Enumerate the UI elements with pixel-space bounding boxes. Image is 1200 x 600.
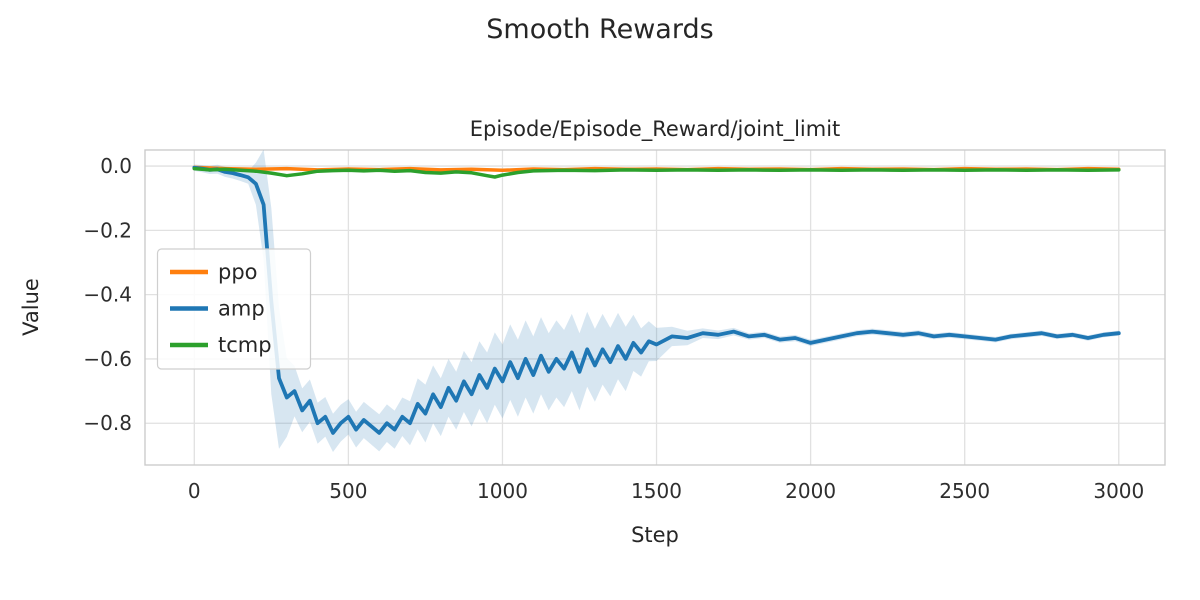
grid-layer [144, 149, 1166, 466]
y-tick-label: −0.8 [83, 411, 132, 435]
x-tick-label: 2500 [939, 479, 990, 503]
x-tick-label: 3000 [1093, 479, 1144, 503]
y-tick-label: −0.4 [83, 283, 132, 307]
confidence-band-layer [194, 150, 1119, 452]
legend: ppo amp tcmp [156, 248, 312, 370]
y-tick-label: −0.2 [83, 218, 132, 242]
series-line-tcmp [192, 166, 1121, 179]
tick-label-layer: 0 500 1000 1500 2000 2500 3000 0.0 −0.2 −0.4 −0.6 −… [83, 154, 1144, 503]
legend-label-amp: amp [218, 297, 265, 321]
legend-label-ppo: ppo [218, 260, 258, 284]
axes-title: Episode/Episode_Reward/joint_limit [470, 117, 841, 142]
legend-label-tcmp: tcmp [218, 333, 272, 357]
y-tick-label: −0.6 [83, 347, 132, 371]
legend-box [156, 248, 312, 370]
y-axis-label: Value [19, 278, 43, 336]
x-axis-label: Step [631, 523, 679, 547]
y-tick-label: 0.0 [100, 154, 132, 178]
x-tick-label: 0 [188, 479, 201, 503]
confidence-band-amp [194, 150, 1119, 452]
x-tick-label: 1000 [477, 479, 528, 503]
series-line-amp [192, 165, 1121, 435]
plot-border [144, 149, 1166, 466]
x-tick-label: 1500 [631, 479, 682, 503]
x-tick-label: 500 [329, 479, 367, 503]
x-tick-label: 2000 [785, 479, 836, 503]
series-line-layer [192, 165, 1121, 435]
figure-title: Smooth Rewards [486, 14, 713, 45]
